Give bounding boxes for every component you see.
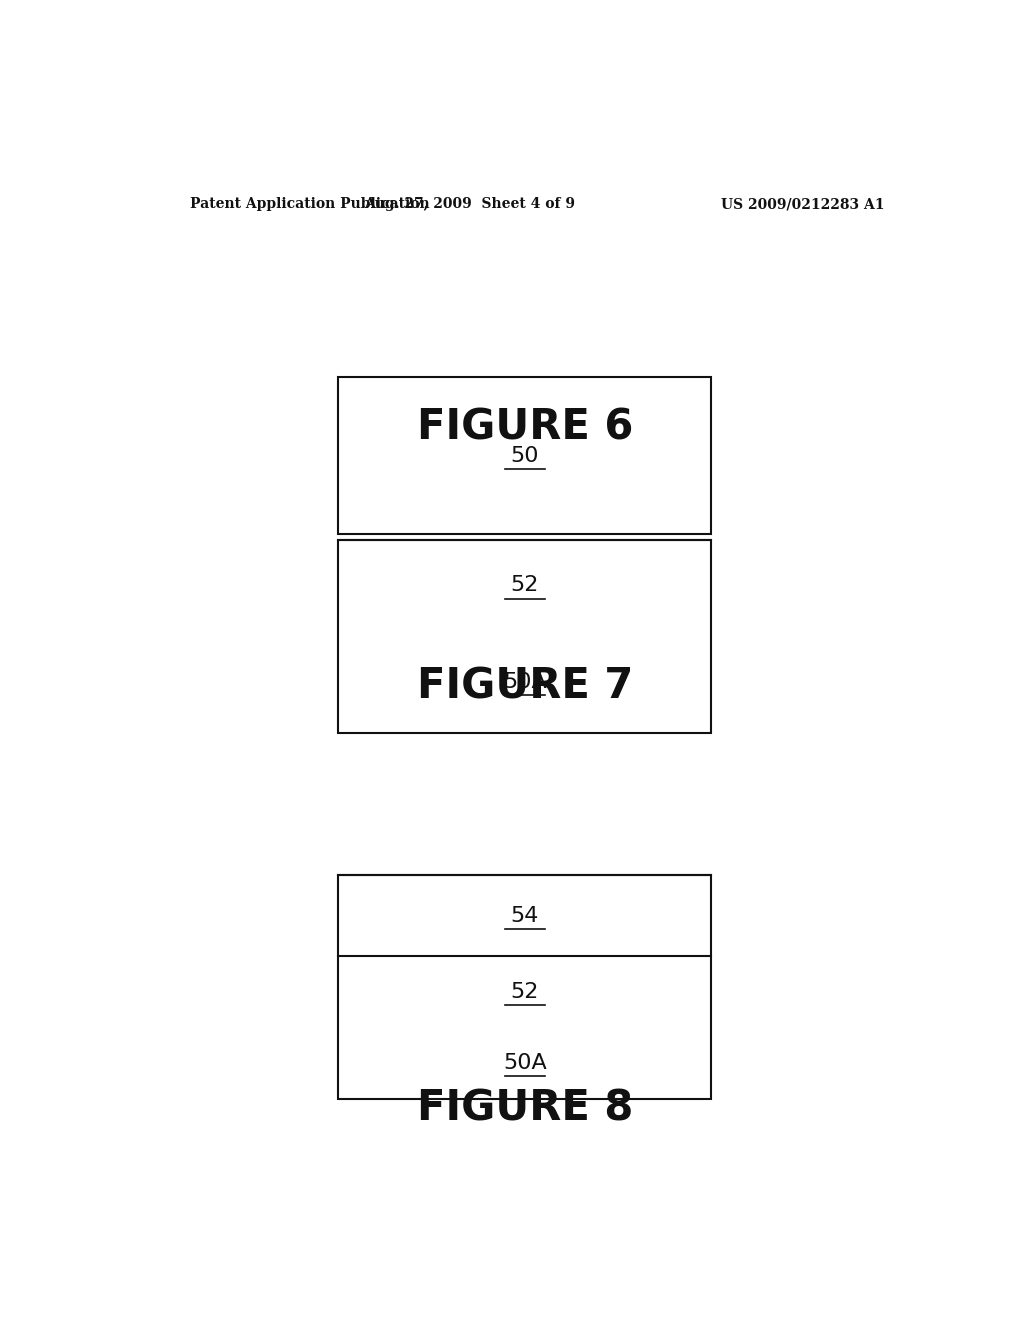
- Text: Patent Application Publication: Patent Application Publication: [189, 197, 429, 211]
- Text: US 2009/0212283 A1: US 2009/0212283 A1: [721, 197, 885, 211]
- Text: 54: 54: [511, 906, 539, 925]
- Text: FIGURE 7: FIGURE 7: [417, 665, 633, 708]
- Text: 52: 52: [511, 576, 539, 595]
- Text: FIGURE 8: FIGURE 8: [417, 1088, 633, 1130]
- Bar: [338, 378, 712, 535]
- Text: Aug. 27, 2009  Sheet 4 of 9: Aug. 27, 2009 Sheet 4 of 9: [364, 197, 574, 211]
- Text: 50: 50: [511, 446, 539, 466]
- Bar: [338, 875, 712, 1098]
- Bar: [338, 540, 712, 733]
- Text: FIGURE 6: FIGURE 6: [417, 407, 633, 449]
- Text: 52: 52: [511, 982, 539, 1002]
- Text: 50A: 50A: [503, 672, 547, 692]
- Text: 50A: 50A: [503, 1053, 547, 1073]
